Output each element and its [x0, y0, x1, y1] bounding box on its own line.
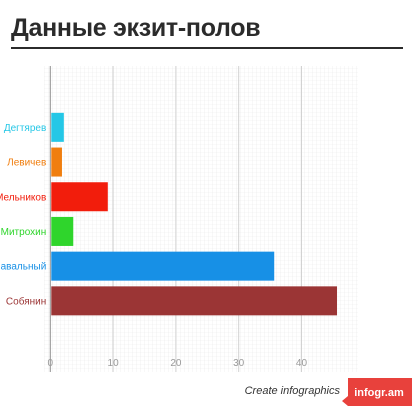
bar-3[interactable] — [51, 216, 74, 246]
infogram-logo[interactable]: infogr.am — [342, 378, 412, 406]
bar-1[interactable] — [51, 147, 62, 177]
bars — [51, 112, 338, 316]
bar-0[interactable] — [51, 112, 64, 142]
tick-label-1: 10 — [108, 358, 120, 369]
category-label-3: Митрохин — [1, 227, 47, 238]
bar-5[interactable] — [51, 286, 338, 316]
tick-labels: 0 10 20 30 40 — [47, 358, 307, 369]
category-label-1: Левичев — [7, 158, 46, 169]
category-labels: Дегтярев Левичев Мельников Митрохин Навальны… — [0, 123, 46, 308]
plot-background — [44, 66, 358, 372]
infogram-brand-text: infogr.am — [354, 387, 404, 399]
tick-label-3: 30 — [233, 358, 245, 369]
gridlines — [112, 66, 302, 372]
tick-label-2: 20 — [170, 358, 182, 369]
bar-4[interactable] — [51, 251, 275, 281]
bar-2[interactable] — [51, 182, 108, 212]
category-label-5: Собянин — [6, 295, 46, 307]
title-divider — [11, 47, 403, 49]
category-label-0: Дегтярев — [4, 123, 46, 134]
page-title: Данные экзит-полов — [11, 14, 261, 42]
category-label-4: Навальный — [0, 262, 46, 273]
category-label-2: Мельников — [0, 192, 46, 203]
tick-label-0: 0 — [47, 358, 53, 369]
tick-label-4: 40 — [296, 358, 308, 369]
footer-create-infographics[interactable]: Create infographics — [244, 385, 340, 397]
